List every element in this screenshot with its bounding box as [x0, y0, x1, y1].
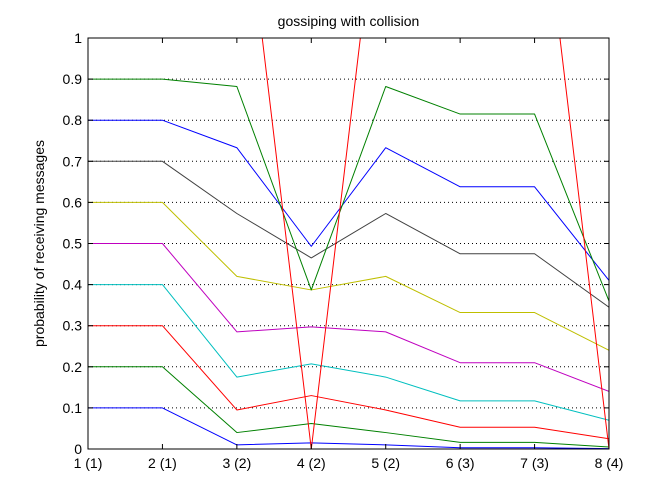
x-tick-label: 2 (1) [148, 455, 177, 471]
x-ticks: 1 (1) 2 (1) 3 (2) 4 (2) 5 (2) 6 (3) 7 (3) 8 (4) [74, 38, 624, 471]
x-tick-label: 1 (1) [74, 455, 103, 471]
x-tick-label: 4 (2) [297, 455, 326, 471]
y-tick-label: 1 [74, 30, 82, 46]
x-tick-label: 7 (3) [520, 455, 549, 471]
gridlines [88, 78, 609, 409]
x-tick-label: 5 (2) [371, 455, 400, 471]
y-axis-label: probability of receiving messages [31, 140, 47, 347]
series-line-5 [88, 243, 609, 392]
x-tick-label: 6 (3) [446, 455, 475, 471]
y-tick-label: 0.8 [63, 112, 83, 128]
series-line-6 [88, 201, 609, 351]
series-line-2 [88, 366, 609, 448]
y-tick-label: 0.1 [63, 400, 83, 416]
series-line-3 [88, 325, 609, 440]
series-lines [88, 38, 609, 449]
y-tick-label: 0.9 [63, 71, 83, 87]
y-tick-label: 0.3 [63, 318, 83, 334]
x-tick-label: 3 (2) [222, 455, 251, 471]
y-ticks: 0 0.1 0.2 0.3 0.4 0.5 0.6 0.7 0.8 0.9 1 [63, 30, 609, 457]
x-tick-label: 8 (4) [595, 455, 624, 471]
series-line-8 [88, 119, 609, 281]
y-tick-label: 0 [74, 441, 82, 457]
series-line-10 [261, 38, 609, 449]
y-tick-label: 0.5 [63, 236, 83, 252]
series-line-9 [88, 78, 609, 302]
series-line-7 [88, 160, 609, 308]
chart-title: gossiping with collision [278, 13, 420, 29]
y-tick-label: 0.7 [63, 153, 83, 169]
y-tick-label: 0.2 [63, 359, 83, 375]
y-tick-label: 0.6 [63, 194, 83, 210]
y-tick-label: 0.4 [63, 277, 83, 293]
series-line-1 [88, 407, 609, 449]
series-line-4 [88, 284, 609, 421]
